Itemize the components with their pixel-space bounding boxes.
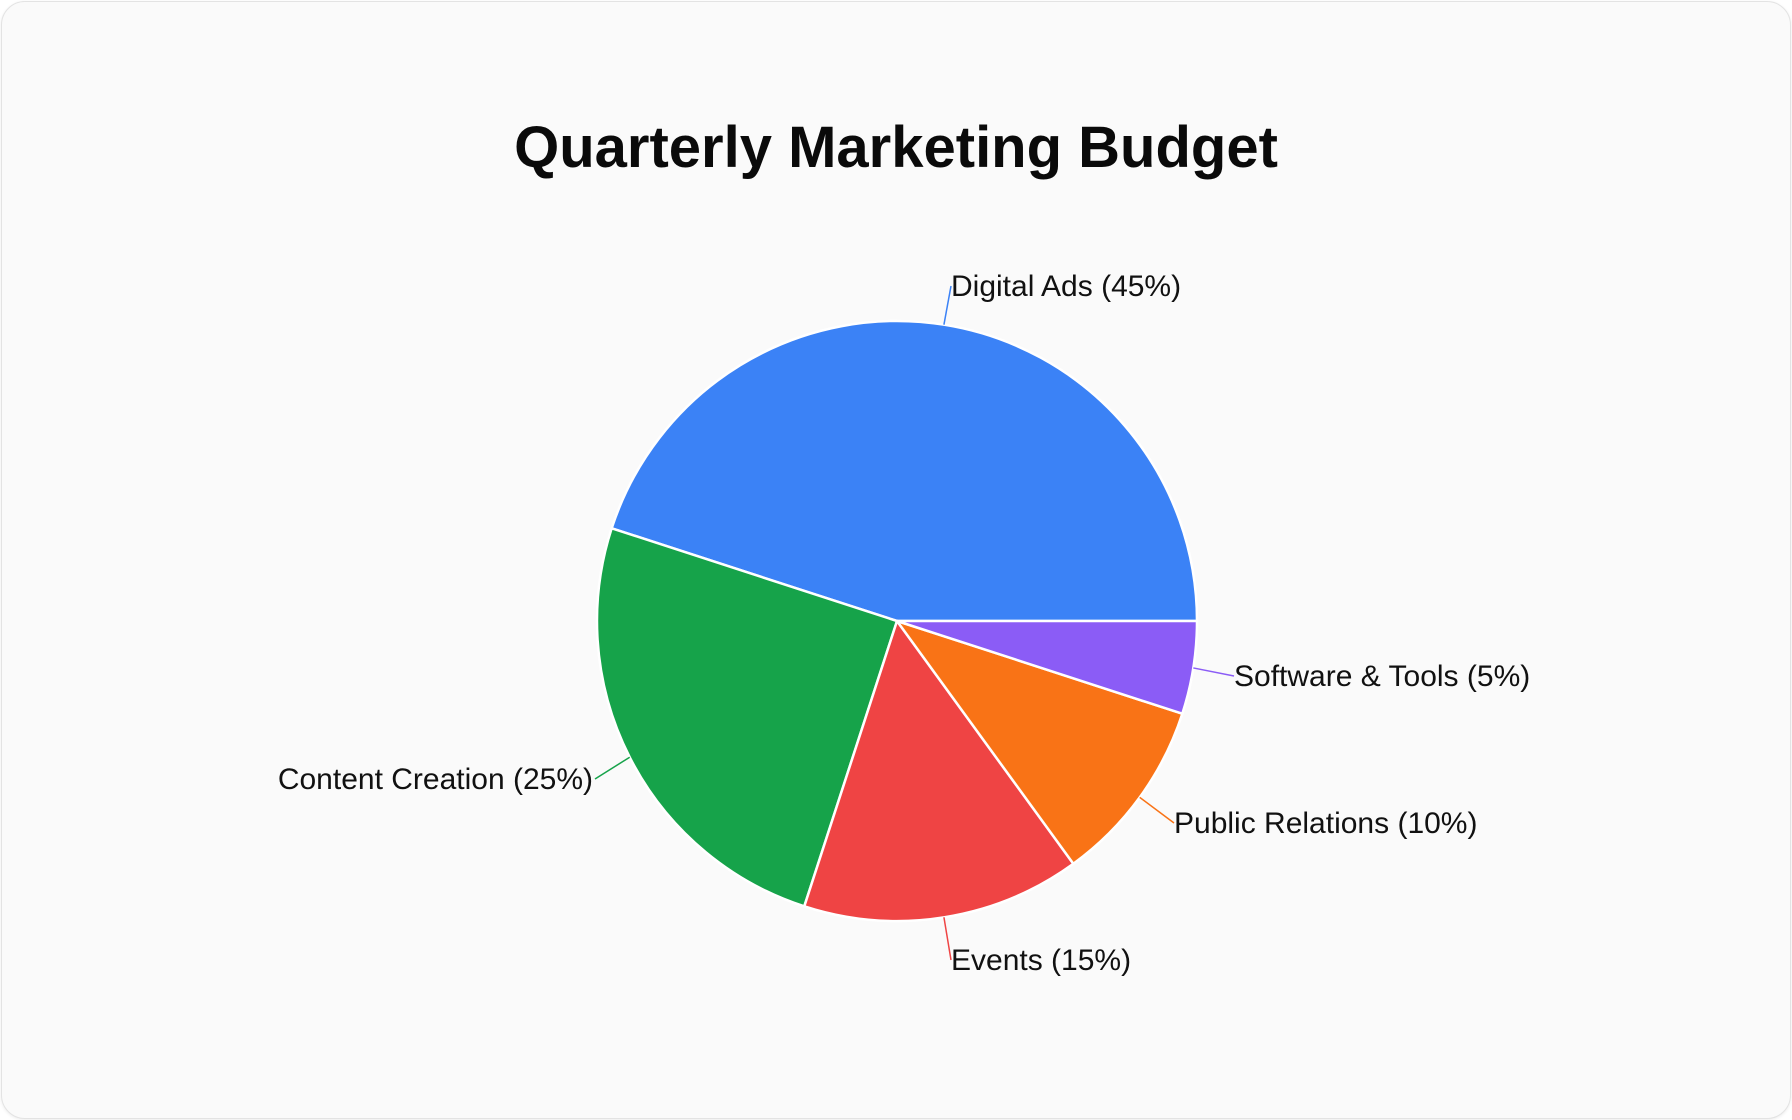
slice-labels: Digital Ads (45%) Content Creation (25%) E… — [278, 270, 1530, 977]
leader-line — [1139, 796, 1175, 824]
leader-lines — [594, 285, 1235, 961]
slice-label: Digital Ads (45%) — [951, 270, 1181, 303]
leader-line — [943, 917, 952, 961]
pie-slice-public-relations[interactable] — [895, 619, 1184, 865]
leader-line — [594, 756, 631, 780]
slice-label: Public Relations (10%) — [1174, 807, 1477, 840]
slice-label: Software & Tools (5%) — [1234, 660, 1530, 693]
chart-title: Quarterly Marketing Budget — [514, 115, 1278, 180]
leader-line — [1193, 667, 1235, 677]
pie-slice-software-tools[interactable] — [895, 619, 1199, 715]
slice-label: Events (15%) — [951, 944, 1131, 977]
pie-slice-digital-ads[interactable] — [610, 319, 1199, 623]
slice-label: Content Creation (25%) — [278, 763, 593, 796]
pie-slice-content-creation[interactable] — [595, 527, 899, 908]
pie-slices — [595, 319, 1199, 923]
leader-line — [943, 285, 952, 325]
